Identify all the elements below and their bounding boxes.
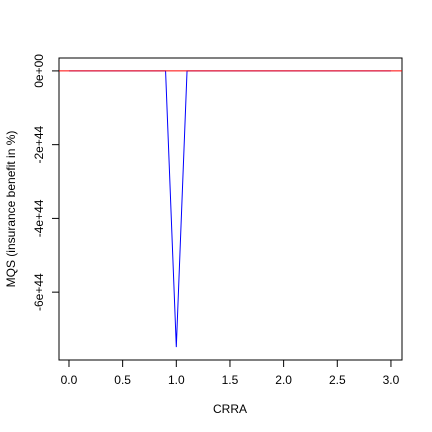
y-tick-label: -2e+44 (32, 125, 46, 163)
x-tick-label: 0.0 (61, 373, 78, 387)
y-tick-label: 0e+00 (32, 54, 46, 88)
plot-box (58, 57, 403, 361)
y-tick-label: -6e+44 (32, 273, 46, 311)
x-tick-label: 2.5 (329, 373, 346, 387)
x-tick-label: 0.5 (114, 373, 131, 387)
y-tick-label: -4e+44 (32, 199, 46, 237)
y-axis-label: MQS (insurance benefit in %) (4, 131, 18, 288)
x-tick-label: 2.0 (275, 373, 292, 387)
x-tick-label: 1.5 (222, 373, 239, 387)
x-tick-label: 3.0 (383, 373, 400, 387)
x-tick-label: 1.0 (168, 373, 185, 387)
x-axis-label: CRRA (213, 402, 247, 416)
line-series (68, 70, 391, 348)
